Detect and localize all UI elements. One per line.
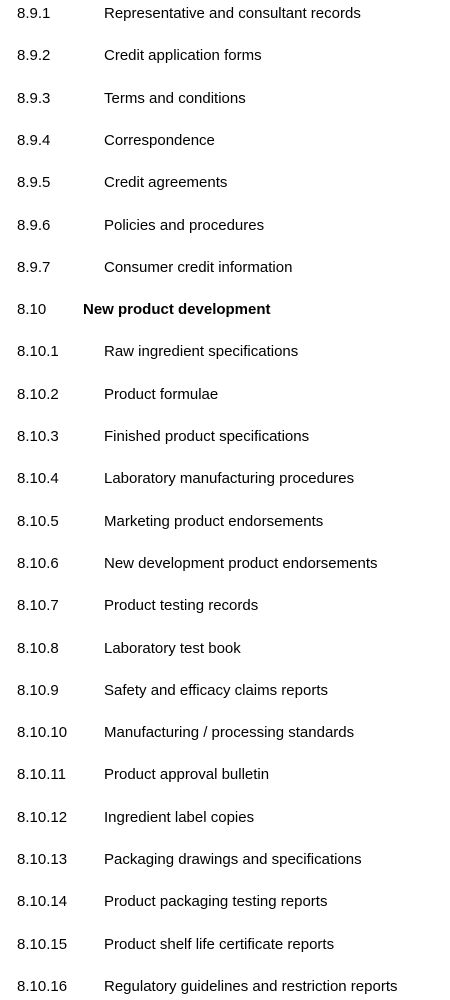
section-number: 8.10.13: [17, 851, 68, 868]
section-item-label: Regulatory guidelines and restriction re…: [104, 977, 398, 995]
section-item-row: 8.10.11 Product approval bulletin: [0, 763, 450, 787]
section-number: 8.10.14: [17, 893, 68, 911]
section-item-label: Raw ingredient specifications: [104, 343, 299, 361]
section-number: 8.10.11: [17, 766, 66, 784]
section-item-label: Packaging drawings and specifications: [104, 851, 362, 868]
section-number: 8.10.1: [17, 343, 59, 361]
section-item-label: Product formulae: [104, 385, 219, 403]
section-item-row: 8.10.2 Product formulae: [0, 383, 450, 407]
section-number: 8.10.4: [17, 470, 59, 488]
section-item-label: Product shelf life certificate reports: [104, 935, 335, 953]
section-item-row: 8.9.1 Representative and consultant recor…: [0, 2, 450, 26]
section-number: 8.9.3: [17, 89, 51, 107]
section-number: 8.10.15: [17, 935, 68, 953]
section-number: 8.10.5: [17, 512, 59, 530]
section-item-row: 8.10.14 Product packaging testing reports: [0, 890, 450, 914]
section-item-row: 8.10.16 Regulatory guidelines and restric…: [0, 975, 450, 999]
section-item-row: 8.10.13 Packaging drawings and specificat…: [0, 848, 450, 872]
section-number: 8.9.5: [17, 174, 51, 192]
section-number: 8.9.4: [17, 131, 51, 149]
section-item-label: Ingredient label copies: [104, 808, 255, 826]
section-number: 8.10.10: [17, 724, 68, 742]
section-item-row: 8.9.3 Terms and conditions: [0, 87, 450, 111]
section-number: 8.10.12: [17, 808, 68, 826]
section-item-row: 8.10.9 Safety and efficacy claims reports: [0, 679, 450, 703]
section-item-label: Safety and efficacy claims reports: [104, 681, 328, 699]
section-item-label: Consumer credit information: [104, 258, 293, 276]
section-number: 8.10.8: [17, 639, 59, 657]
section-item-row: 8.10.10 Manufacturing / processing standa…: [0, 721, 450, 745]
section-item-row: 8.10.4 Laboratory manufacturing procedure…: [0, 467, 450, 491]
section-item-row: 8.10.3 Finished product specifications: [0, 425, 450, 449]
section-item-label: Product approval bulletin: [104, 766, 270, 784]
section-item-row: 8.10.1 Raw ingredient specifications: [0, 340, 450, 364]
section-item-row: 8.9.5 Credit agreements: [0, 171, 450, 195]
section-item-label: Marketing product endorsements: [104, 512, 324, 530]
section-number: 8.10.3: [17, 428, 59, 445]
section-heading-row: 8.10 New product development: [0, 298, 450, 322]
section-number: 8.10.6: [17, 554, 59, 572]
section-item-label: Policies and procedures: [104, 216, 265, 234]
section-item-label: Credit application forms: [104, 47, 262, 65]
section-item-row: 8.9.7 Consumer credit information: [0, 256, 450, 280]
section-number: 8.10.7: [17, 597, 59, 615]
section-number: 8.10: [17, 301, 47, 319]
section-item-row: 8.10.7 Product testing records: [0, 594, 450, 618]
section-item-label: Product testing records: [104, 597, 259, 615]
section-item-row: 8.10.8 Laboratory test book: [0, 637, 450, 661]
section-item-label: Finished product specifications: [104, 428, 310, 445]
section-heading-label: New product development: [83, 301, 271, 319]
section-number: 8.9.1: [17, 5, 51, 22]
section-number: 8.10.9: [17, 681, 59, 699]
section-number: 8.9.6: [17, 216, 51, 234]
section-item-label: Credit agreements: [104, 174, 228, 192]
section-number: 8.9.2: [17, 47, 51, 65]
section-item-label: Laboratory manufacturing procedures: [104, 470, 355, 488]
section-number: 8.10.16: [17, 977, 68, 995]
section-item-row: 8.10.12 Ingredient label copies: [0, 806, 450, 830]
section-number: 8.9.7: [17, 258, 51, 276]
section-item-label: New development product endorsements: [104, 554, 378, 572]
section-item-row: 8.9.4 Correspondence: [0, 129, 450, 153]
section-number: 8.10.2: [17, 385, 59, 403]
section-item-row: 8.9.6 Policies and procedures: [0, 214, 450, 238]
section-item-row: 8.10.15 Product shelf life certificate re…: [0, 933, 450, 957]
section-item-label: Product packaging testing reports: [104, 893, 328, 911]
section-item-label: Terms and conditions: [104, 89, 246, 107]
section-item-label: Manufacturing / processing standards: [104, 724, 355, 742]
section-item-row: 8.9.2 Credit application forms: [0, 44, 450, 68]
section-item-label: Representative and consultant records: [104, 5, 361, 22]
section-item-row: 8.10.6 New development product endorsemen…: [0, 552, 450, 576]
section-item-label: Correspondence: [104, 131, 215, 149]
section-item-row: 8.10.5 Marketing product endorsements: [0, 510, 450, 534]
section-item-label: Laboratory test book: [104, 639, 241, 657]
